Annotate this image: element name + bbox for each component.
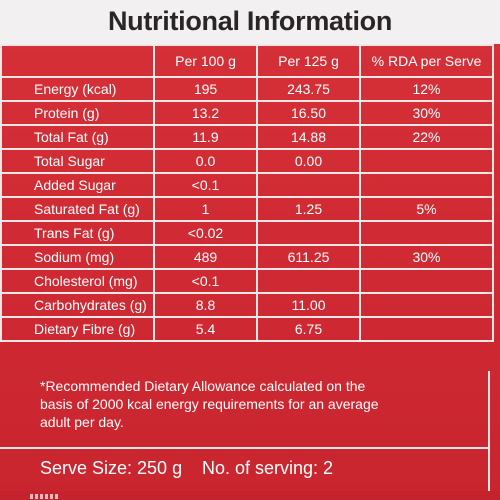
per-125g-value: 16.50 [256,100,361,126]
table-row: Energy (kcal) 195 243.75 12% [0,76,494,102]
nutrient-name: Added Sugar [0,172,155,198]
table-row: Total Sugar 0.0 0.00 [0,148,494,174]
per-100g-value: 13.2 [153,100,258,126]
table-row: Added Sugar <0.1 [0,172,494,198]
rda-value [359,220,494,246]
nutrition-table: Per 100 g Per 125 g % RDA per Serve Ener… [0,44,494,342]
per-125g-value: 14.88 [256,124,361,150]
per-100g-value: 5.4 [153,316,258,342]
footnote-box: *Recommended Dietary Allowance calculate… [0,371,490,447]
title-bar: Nutritional Information [0,0,500,44]
table-row: Total Fat (g) 11.9 14.88 22% [0,124,494,150]
rda-value: 30% [359,244,494,270]
per-100g-value: <0.1 [153,268,258,294]
table-row: Carbohydrates (g) 8.8 11.00 [0,292,494,318]
per-100g-value: 489 [153,244,258,270]
rda-footnote: *Recommended Dietary Allowance calculate… [40,378,379,430]
rda-value [359,292,494,318]
nutrient-name: Cholesterol (mg) [0,268,155,294]
column-header-rda: % RDA per Serve [359,44,494,78]
nutrient-name: Dietary Fibre (g) [0,316,155,342]
rda-value: 22% [359,124,494,150]
table-row: Saturated Fat (g) 1 1.25 5% [0,196,494,222]
number-of-servings: No. of serving: 2 [202,458,334,478]
table-row: Sodium (mg) 489 611.25 30% [0,244,494,270]
rda-value [359,316,494,342]
column-header-per-100g: Per 100 g [153,44,258,78]
per-125g-value: 1.25 [256,196,361,222]
nutrient-name: Trans Fat (g) [0,220,155,246]
nutrient-name: Saturated Fat (g) [0,196,155,222]
per-100g-value: 195 [153,76,258,102]
per-125g-value: 11.00 [256,292,361,318]
table-row: Cholesterol (mg) <0.1 [0,268,494,294]
per-100g-value: <0.1 [153,172,258,198]
table-row: Dietary Fibre (g) 5.4 6.75 [0,316,494,342]
table-row: Trans Fat (g) <0.02 [0,220,494,246]
rda-value: 5% [359,196,494,222]
per-100g-value: 8.8 [153,292,258,318]
table-row: Protein (g) 13.2 16.50 30% [0,100,494,126]
nutrient-name: Energy (kcal) [0,76,155,102]
rda-value [359,268,494,294]
per-125g-value: 611.25 [256,244,361,270]
nutrient-name: Sodium (mg) [0,244,155,270]
rda-value [359,148,494,174]
nutrient-name: Total Fat (g) [0,124,155,150]
nutrient-name: Total Sugar [0,148,155,174]
column-header-nutrient [0,44,155,78]
per-125g-value: 0.00 [256,148,361,174]
rda-value: 30% [359,100,494,126]
cropped-text-marks [30,494,60,499]
rda-value: 12% [359,76,494,102]
per-125g-value [256,220,361,246]
per-100g-value: 1 [153,196,258,222]
table-header-row: Per 100 g Per 125 g % RDA per Serve [0,44,494,78]
page-title: Nutritional Information [107,6,393,36]
serve-size: Serve Size: 250 g [40,458,183,478]
per-100g-value: <0.02 [153,220,258,246]
nutrient-name: Protein (g) [0,100,155,126]
per-100g-value: 0.0 [153,148,258,174]
per-100g-value: 11.9 [153,124,258,150]
serving-info: Serve Size: 250 g No. of serving: 2 [0,447,490,493]
per-125g-value: 6.75 [256,316,361,342]
per-125g-value [256,172,361,198]
per-125g-value: 243.75 [256,76,361,102]
per-125g-value [256,268,361,294]
bottom-strip [0,491,500,500]
nutrient-name: Carbohydrates (g) [0,292,155,318]
rda-value [359,172,494,198]
column-header-per-125g: Per 125 g [256,44,361,78]
